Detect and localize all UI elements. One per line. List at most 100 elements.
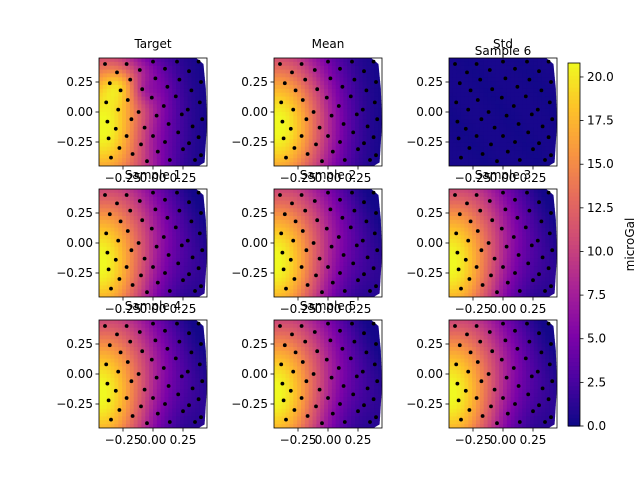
heatmap-cell (530, 85, 535, 90)
observation-point (526, 130, 531, 135)
heatmap-cell (129, 88, 135, 94)
heatmap-cell (122, 162, 127, 166)
heatmap-cell (316, 273, 321, 279)
heatmap-cell (355, 135, 360, 140)
heatmap-cell (518, 85, 523, 90)
heatmap-cell (370, 208, 375, 213)
heatmap-cell (312, 189, 318, 194)
heatmap-cell (304, 61, 310, 67)
heatmap-cell (491, 108, 496, 113)
heatmap-cell (495, 154, 500, 159)
heatmap-cell (145, 96, 150, 102)
heatmap-cell (355, 162, 360, 166)
heatmap-cell (187, 158, 193, 163)
heatmap-cell (172, 81, 177, 86)
heatmap-cell (301, 127, 306, 132)
heatmap-cell (301, 235, 306, 240)
heatmap-cell (137, 254, 143, 260)
heatmap-cell (518, 208, 523, 213)
heatmap-cell (370, 146, 375, 152)
heatmap-cell (545, 85, 550, 90)
heatmap-cell (545, 61, 550, 67)
heatmap-cell (191, 192, 197, 198)
heatmap-cell (487, 85, 493, 90)
heatmap-cell (324, 119, 329, 125)
heatmap-cell (153, 293, 158, 297)
heatmap-cell (168, 231, 173, 236)
heatmap-cell (366, 239, 372, 244)
heatmap-cell (304, 81, 310, 86)
heatmap-cell (499, 108, 504, 113)
heatmap-cell (297, 158, 302, 163)
heatmap-cell (297, 223, 302, 229)
heatmap-cell (297, 88, 302, 94)
observation-point (364, 219, 369, 224)
heatmap-cell (347, 250, 352, 256)
observation-point (189, 219, 194, 224)
heatmap-cell (464, 227, 469, 233)
heatmap-cell (343, 266, 348, 271)
heatmap-cell (370, 227, 375, 233)
heatmap-cell (499, 100, 504, 105)
heatmap-cell (472, 293, 477, 297)
heatmap-cell (156, 285, 162, 290)
heatmap-cell (335, 262, 341, 267)
heatmap-cell (191, 85, 197, 90)
heatmap-cell (491, 219, 496, 225)
x-tick-label: 0.25 (170, 171, 197, 185)
heatmap-cell (362, 212, 368, 217)
heatmap-cell (374, 277, 379, 283)
heatmap-cell (277, 69, 283, 75)
heatmap-cell (149, 77, 154, 82)
heatmap-cell (343, 162, 348, 166)
heatmap-cell (472, 285, 477, 290)
heatmap-cell (499, 135, 504, 140)
heatmap-cell (530, 131, 535, 136)
heatmap-cell (460, 189, 466, 194)
heatmap-cell (351, 100, 356, 105)
heatmap-cell (102, 162, 108, 166)
heatmap-cell (277, 277, 283, 283)
heatmap-cell (129, 127, 135, 132)
heatmap-cell (499, 123, 504, 129)
heatmap-cell (274, 273, 279, 279)
heatmap-cell (168, 250, 173, 256)
heatmap-cell (522, 273, 527, 279)
heatmap-cell (99, 208, 104, 213)
heatmap-cell (358, 223, 364, 229)
x-tick-label: 0.00 (490, 171, 517, 185)
heatmap-cell (199, 250, 204, 256)
heatmap-cell (374, 96, 379, 102)
heatmap-cell (324, 258, 329, 263)
heatmap-cell (355, 250, 360, 256)
heatmap-cell (464, 58, 469, 63)
heatmap-cell (289, 289, 294, 294)
heatmap-cell (510, 135, 516, 140)
heatmap-cell (281, 254, 287, 260)
heatmap-cell (452, 73, 458, 78)
heatmap-cell (374, 227, 379, 233)
heatmap-cell (483, 108, 489, 113)
heatmap-cell (304, 100, 310, 105)
heatmap-cell (537, 273, 543, 279)
heatmap-cell (141, 135, 146, 140)
heatmap-cell (476, 277, 481, 283)
heatmap-cell (452, 239, 458, 244)
heatmap-cell (102, 266, 108, 271)
heatmap-cell (328, 266, 333, 271)
heatmap-cell (122, 92, 127, 98)
heatmap-cell (301, 146, 306, 152)
heatmap-cell (160, 208, 166, 213)
heatmap-cell (533, 189, 539, 194)
heatmap-cell (281, 150, 287, 156)
heatmap-cell (358, 92, 364, 98)
heatmap-cell (274, 131, 279, 136)
heatmap-cell (176, 216, 181, 221)
heatmap-cell (362, 277, 368, 283)
observation-point (525, 59, 529, 64)
heatmap-cell (510, 189, 516, 194)
heatmap-cell (102, 154, 108, 159)
heatmap-cell (510, 139, 516, 144)
heatmap-cell (476, 88, 481, 94)
heatmap-cell (510, 85, 516, 90)
